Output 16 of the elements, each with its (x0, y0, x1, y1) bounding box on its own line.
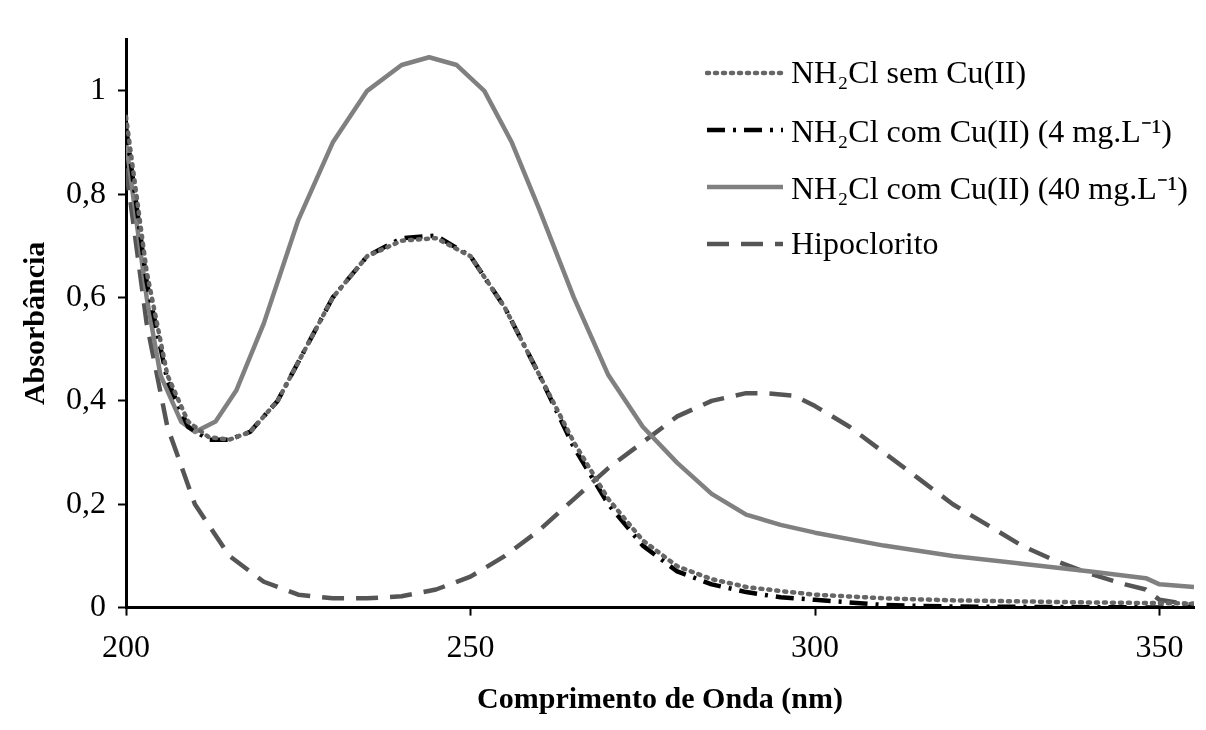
y-tick-label: 0,8 (66, 173, 106, 210)
legend-label: Hipoclorito (790, 225, 939, 262)
x-tick-label: 250 (446, 628, 495, 665)
legend-label: NH₂Cl sem Cu(II) (790, 54, 1027, 91)
y-axis-title: Absorbância (16, 241, 50, 406)
x-tick-label: 350 (1135, 628, 1184, 665)
y-tick-label: 0,4 (66, 380, 106, 417)
legend-label: NH₂Cl com Cu(II) (40 mg.L⁻¹) (790, 169, 1188, 208)
y-tick-label: 0 (90, 587, 106, 624)
y-tick-label: 0,6 (66, 276, 106, 313)
legend-label: NH₂Cl com Cu(II) (4 mg.L⁻¹) (790, 112, 1172, 151)
y-tick-label: 0,2 (66, 483, 106, 520)
x-tick-label: 300 (791, 628, 840, 665)
x-tick-label: 200 (102, 628, 150, 665)
x-axis-title: Comprimento de Onda (nm) (477, 680, 843, 715)
y-tick-label: 1 (90, 70, 106, 107)
